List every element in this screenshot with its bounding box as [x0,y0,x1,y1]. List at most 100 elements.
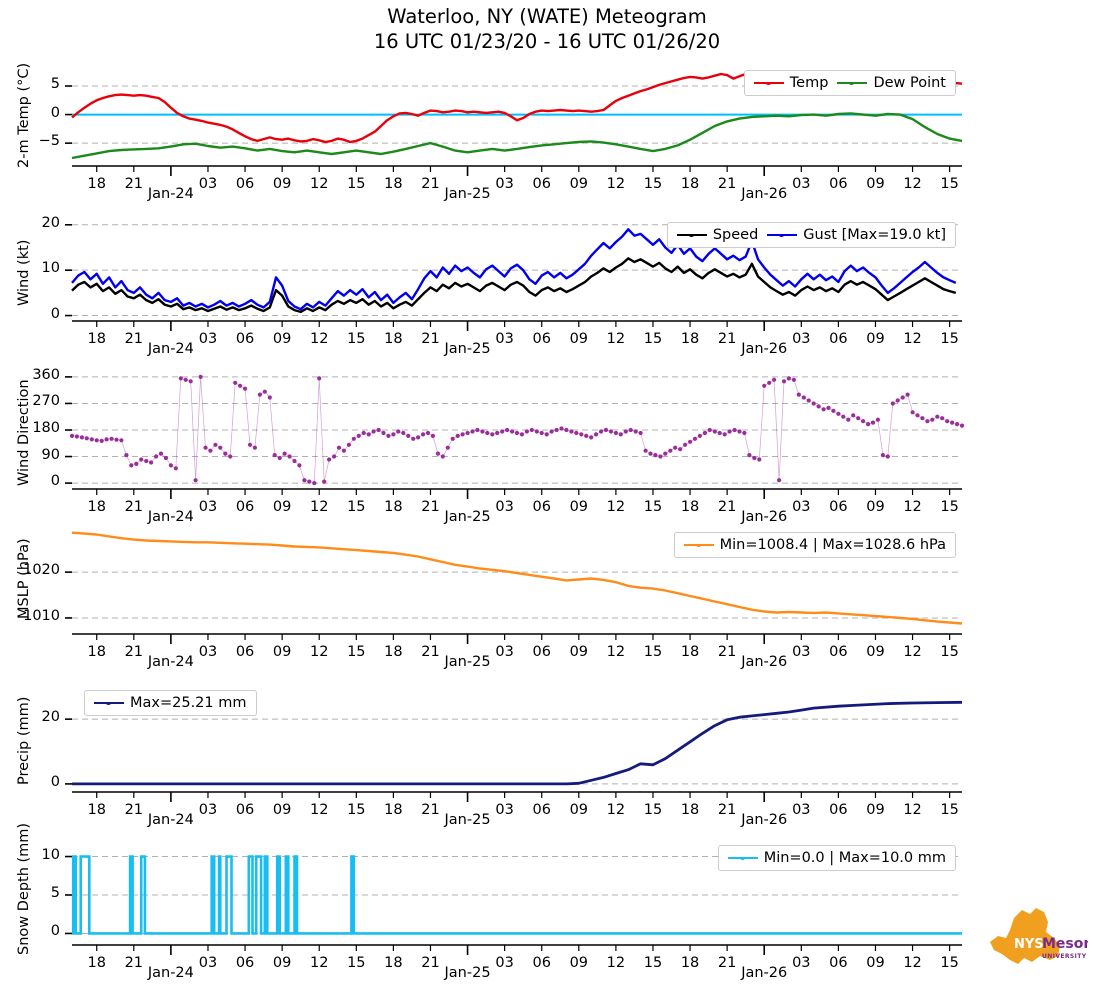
panel-precip: 0 20 Precip (mm) 18 21 Jan-24 03 06 09 12 15 18 21 Ja… [0,690,1094,834]
legend-label: Max=25.21 mm [130,695,247,711]
xtick-hour-label: 09 [569,644,589,660]
xtick-hour-label: 18 [384,644,403,660]
logo-mesonet-text: Mesonet [1042,936,1088,952]
page-title: Waterloo, NY (WATE) Meteogram 16 UTC 01/… [0,4,1094,54]
xtick-hour-label: 18 [680,176,700,192]
title-line-1: Waterloo, NY (WATE) Meteogram [387,5,707,28]
xtick-hour-label: 03 [198,176,218,192]
xtick-hour-label: 18 [680,331,700,347]
ytick-label-precip: 20 [41,709,60,726]
xtick-hour-label: 12 [606,176,626,192]
xtick-hour-label: 03 [198,644,218,660]
legend-swatch-line [837,82,868,85]
xtick-day-label: Jan-25 [444,509,491,525]
xtick-hour-label: 06 [829,499,848,515]
xtick-hour-label: 15 [643,802,663,818]
xtick-hour-label: 18 [87,499,106,515]
yaxis-label-snow_depth: Snow Depth (mm) [16,822,32,955]
xtick-hour-label: 09 [272,955,292,971]
logo-subtitle-text: UNIVERSITY AT ALBANY [1042,953,1088,960]
xtick-hour-label: 12 [606,499,626,515]
ytick-label-wind_direction: 90 [41,446,60,463]
legend-label: Temp [789,75,829,91]
xtick-hour-label: 03 [792,644,811,660]
xtick-day-label: Jan-24 [147,965,194,981]
xtick-hour-label: 18 [384,802,403,818]
legend-temperature[interactable]: Temp Dew Point [743,70,956,96]
legend-item: Min=1008.4 | Max=1028.6 hPa [683,537,946,553]
xtick-hour-label: 21 [124,802,144,818]
xtick-hour-label: 21 [421,802,440,818]
xtick-hour-label: 21 [717,176,737,192]
legend-item: Temp [753,75,829,91]
plot-area-wind_direction [65,374,965,499]
xtick-hour-label: 06 [829,176,848,192]
ytick-label-snow_depth: 5 [50,885,60,901]
xtick-hour-label: 18 [87,331,106,347]
xtick-hour-label: 03 [495,331,514,347]
panel-wind_direction: 0 90 180 270 360 Wind Direction 18 21 Jan-24 03 06… [0,367,1094,531]
xtick-hour-label: 03 [792,331,811,347]
ytick-label-snow_depth: 0 [50,923,60,940]
legend-snow_depth[interactable]: Min=0.0 | Max=10.0 mm [717,845,956,871]
xtick-hour-label: 09 [866,176,885,192]
legend-label: Speed [712,227,759,243]
xtick-hour-label: 12 [309,176,329,192]
legend-precip[interactable]: Max=25.21 mm [84,690,257,716]
xtick-hour-label: 15 [347,499,366,515]
xtick-hour-label: 18 [384,331,403,347]
xtick-day-label: Jan-24 [147,509,194,525]
panel-mslp: 1010 1020 MSLP (hPa) 18 21 Jan-24 03 06 09 12 15 18… [0,524,1094,676]
panel-wind: 0 10 20 Wind (kt) 18 21 Jan-24 03 06 09 12 15 18 21 Ja… [0,214,1094,363]
xtick-hour-label: 12 [903,802,922,818]
xtick-hour-label: 21 [421,499,440,515]
xtick-day-label: Jan-26 [741,812,788,828]
ytick-label-wind: 20 [41,214,60,231]
xtick-hour-label: 21 [421,955,440,971]
xtick-hour-label: 12 [309,499,329,515]
legend-item: Min=0.0 | Max=10.0 mm [727,850,946,866]
plot-area-temperature [65,72,963,176]
xtick-hour-label: 12 [606,331,626,347]
plot-area-mslp [65,531,963,644]
legend-item: Gust [Max=19.0 kt] [767,227,946,243]
xtick-hour-label: 15 [940,176,959,192]
legend-swatch-line [727,857,758,860]
xtick-hour-label: 06 [829,331,848,347]
xtick-day-label: Jan-26 [741,965,788,981]
xtick-hour-label: 21 [124,955,144,971]
yaxis-label-mslp: MSLP (hPa) [16,538,32,619]
legend-label: Min=0.0 | Max=10.0 mm [763,850,946,866]
xtick-hour-label: 18 [87,955,106,971]
xtick-hour-label: 09 [272,176,292,192]
xtick-hour-label: 21 [717,955,737,971]
xtick-hour-label: 09 [866,331,885,347]
xtick-hour-label: 09 [866,955,885,971]
xtick-hour-label: 21 [717,499,737,515]
xtick-hour-label: 09 [866,644,885,660]
xtick-day-label: Jan-26 [741,341,788,357]
xtick-hour-label: 06 [235,331,255,347]
xtick-hour-label: 15 [347,644,366,660]
xtick-hour-label: 18 [680,644,700,660]
xtick-hour-label: 15 [643,176,663,192]
xtick-hour-label: 18 [680,802,700,818]
nys-mesonet-logo: NYS Mesonet UNIVERSITY AT ALBANY [990,908,1088,964]
xtick-hour-label: 18 [384,955,403,971]
xtick-hour-label: 18 [87,802,106,818]
xtick-day-label: Jan-24 [147,186,194,202]
legend-wind[interactable]: Speed Gust [Max=19.0 kt] [666,222,956,248]
xtick-hour-label: 03 [495,499,514,515]
xtick-day-label: Jan-24 [147,654,194,670]
xtick-hour-label: 12 [606,955,626,971]
legend-item: Speed [676,227,759,243]
ytick-label-mslp: 1010 [23,607,60,624]
xtick-hour-label: 12 [309,331,329,347]
ytick-label-temperature: 0 [50,104,60,121]
legend-label: Dew Point [873,75,946,91]
xtick-hour-label: 03 [792,499,811,515]
xtick-hour-label: 03 [198,499,218,515]
yaxis-label-precip: Precip (mm) [16,696,32,785]
xtick-hour-label: 21 [421,176,440,192]
legend-mslp[interactable]: Min=1008.4 | Max=1028.6 hPa [673,532,956,558]
